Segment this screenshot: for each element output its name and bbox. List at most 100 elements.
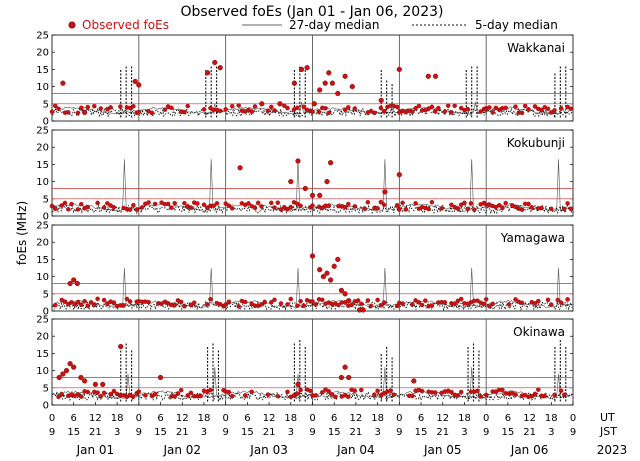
- observed-point: [188, 205, 194, 210]
- observed-point: [136, 389, 142, 394]
- observed-point: [432, 390, 438, 395]
- x-tick-label-jst: 15: [154, 427, 167, 438]
- y-tick-label: 0: [43, 117, 49, 128]
- observed-point: [236, 304, 241, 309]
- observed-point: [500, 387, 505, 393]
- observed-point: [425, 73, 431, 79]
- observed-point: [310, 203, 315, 208]
- observed-point: [455, 393, 461, 398]
- x-tick-label-ut: 0: [309, 413, 315, 424]
- observed-point: [539, 205, 544, 211]
- observed-point: [299, 66, 305, 73]
- observed-point: [378, 105, 384, 111]
- observed-point: [338, 287, 345, 294]
- observed-point: [326, 110, 332, 116]
- observed-point: [308, 388, 313, 394]
- observed-point: [346, 201, 351, 207]
- observed-point: [378, 393, 384, 398]
- observed-point: [127, 299, 133, 304]
- observed-point: [368, 303, 374, 309]
- observed-point: [449, 389, 454, 395]
- observed-point: [475, 388, 480, 394]
- observed-point: [124, 296, 130, 302]
- observed-point: [111, 205, 117, 210]
- observed-point: [53, 103, 58, 109]
- legend-observed-marker: [68, 21, 76, 29]
- y-tick-label: 0: [43, 212, 49, 223]
- observed-point: [118, 343, 124, 350]
- observed-point: [59, 203, 65, 208]
- observed-point: [82, 298, 87, 304]
- observed-point: [217, 301, 223, 307]
- observed-point: [324, 270, 330, 276]
- observed-point: [201, 107, 207, 112]
- observed-point: [532, 104, 538, 109]
- observed-point: [149, 110, 155, 116]
- observed-point: [545, 106, 551, 112]
- observed-point: [317, 192, 323, 199]
- x-tick-label-ut: 18: [371, 413, 384, 424]
- observed-point: [382, 189, 388, 195]
- observed-point: [249, 389, 254, 395]
- observed-point: [506, 302, 512, 307]
- date-label: Jan 01: [76, 443, 115, 457]
- x-tick-label-jst: 9: [483, 427, 489, 438]
- observed-point: [562, 392, 567, 397]
- observed-point: [295, 391, 300, 396]
- x-tick-label-jst: 15: [502, 427, 515, 438]
- observed-point: [172, 200, 177, 206]
- observed-point: [208, 387, 213, 393]
- observed-point: [301, 104, 307, 110]
- observed-point: [328, 160, 334, 166]
- y-tick-label: 20: [36, 143, 49, 154]
- x-tick-label-ut: 12: [523, 413, 536, 424]
- x-tick-label-jst: 9: [49, 427, 55, 438]
- observed-point: [362, 206, 367, 211]
- x-tick-label-jst: 21: [176, 427, 189, 438]
- observed-point: [49, 109, 55, 114]
- observed-point: [419, 302, 425, 308]
- date-label: Jan 04: [336, 443, 375, 457]
- observed-point: [226, 389, 232, 395]
- x-tick-label-ut: 18: [284, 413, 297, 424]
- observed-point: [132, 78, 138, 85]
- observed-point: [95, 296, 100, 302]
- observed-point: [56, 374, 62, 381]
- observed-point: [191, 300, 197, 305]
- observed-point: [513, 392, 518, 397]
- observed-point: [458, 389, 464, 395]
- observed-point: [381, 202, 387, 208]
- observed-point: [519, 207, 525, 212]
- observed-point: [198, 393, 203, 399]
- observed-point: [568, 106, 574, 111]
- observed-point: [396, 66, 402, 73]
- x-tick-label-jst: 3: [288, 427, 294, 438]
- panel-yamagawa: 0 5 10 15 20 25 Yamagawa: [36, 221, 574, 318]
- y-tick-label: 20: [36, 332, 49, 343]
- observed-point: [67, 280, 73, 287]
- observed-point: [311, 101, 317, 107]
- observed-point: [317, 87, 323, 93]
- observed-point: [381, 108, 387, 114]
- y-tick-label: 25: [36, 31, 49, 42]
- observed-point: [185, 103, 190, 109]
- observed-point: [487, 304, 492, 309]
- observed-point: [265, 392, 271, 397]
- x-tick-label-ut: 6: [418, 413, 424, 424]
- observed-point: [503, 105, 508, 111]
- observed-point: [67, 361, 73, 367]
- y-axis-label: foEs (MHz): [15, 201, 29, 265]
- observed-point: [503, 200, 508, 206]
- observed-point: [317, 267, 323, 273]
- x-tick-label-jst: 21: [263, 427, 276, 438]
- y-tick-label: 5: [43, 194, 49, 205]
- observed-point: [139, 205, 145, 210]
- observed-point: [157, 374, 164, 381]
- observed-point: [545, 297, 551, 303]
- x-tick-label-ut: 6: [505, 413, 511, 424]
- observed-point: [465, 206, 470, 212]
- x-tick-label-jst: 21: [89, 427, 102, 438]
- y-tick-label: 5: [43, 289, 49, 300]
- observed-point: [205, 70, 211, 76]
